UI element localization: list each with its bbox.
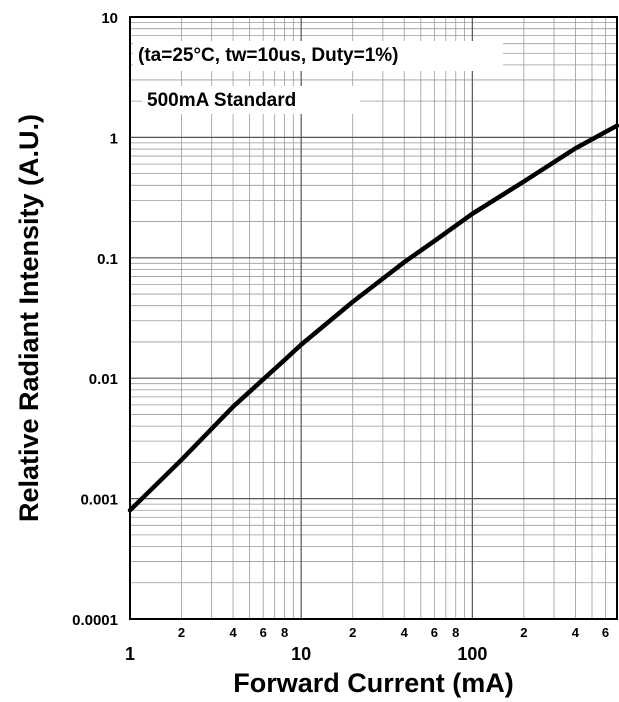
y-tick-label: 0.001 (80, 492, 118, 509)
annotation-background (133, 41, 503, 71)
grid-minor (130, 17, 618, 619)
y-tick-label: 0.01 (89, 371, 118, 388)
y-tick-label: 1 (110, 130, 118, 147)
x-minor-tick-label: 4 (229, 625, 237, 640)
series-layer (127, 123, 619, 513)
x-minor-tick-label: 6 (602, 625, 609, 640)
x-major-tick-label: 1 (125, 644, 135, 664)
x-minor-tick-label: 8 (452, 625, 459, 640)
annotation-background (142, 86, 360, 114)
x-minor-tick-label: 2 (520, 625, 527, 640)
annotation-layer: (ta=25°C, tw=10us, Duty=1%) 500mA Standa… (133, 41, 503, 114)
x-minor-tick-label: 6 (260, 625, 267, 640)
x-minor-tick-label: 4 (401, 625, 409, 640)
x-minor-tick-label: 2 (349, 625, 356, 640)
y-tick-label: 0.0001 (72, 612, 118, 629)
series-line (127, 123, 619, 513)
plot-frame (129, 16, 618, 620)
test-conditions-annotation: (ta=25°C, tw=10us, Duty=1%) (138, 45, 399, 66)
x-minor-tick-label: 8 (281, 625, 288, 640)
x-minor-tick-label: 2 (178, 625, 185, 640)
y-tick-label: 10 (101, 10, 118, 27)
standard-annotation: 500mA Standard (147, 90, 296, 111)
x-minor-tick-label: 4 (572, 625, 580, 640)
x-minor-tick-label: 6 (431, 625, 438, 640)
y-tick-label: 0.1 (97, 251, 118, 268)
y-axis-title: Relative Radiant Intensity (A.U.) (14, 114, 44, 522)
x-axis-title: Forward Current (mA) (233, 668, 514, 698)
x-major-tick-label: 100 (457, 644, 487, 664)
x-major-tick-label: 10 (291, 644, 311, 664)
